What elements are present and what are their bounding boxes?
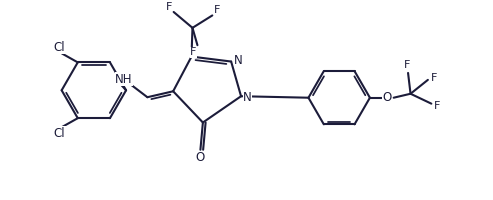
Text: F: F xyxy=(431,73,437,83)
Text: Cl: Cl xyxy=(54,41,65,54)
Text: O: O xyxy=(196,151,205,164)
Text: F: F xyxy=(166,2,172,12)
Text: F: F xyxy=(214,5,220,15)
Text: F: F xyxy=(190,47,197,57)
Text: O: O xyxy=(383,91,392,104)
Text: N: N xyxy=(234,54,243,67)
Text: Cl: Cl xyxy=(54,127,65,140)
Text: N: N xyxy=(243,91,252,104)
Text: NH: NH xyxy=(115,73,133,86)
Text: F: F xyxy=(434,101,440,111)
Text: F: F xyxy=(404,60,410,70)
